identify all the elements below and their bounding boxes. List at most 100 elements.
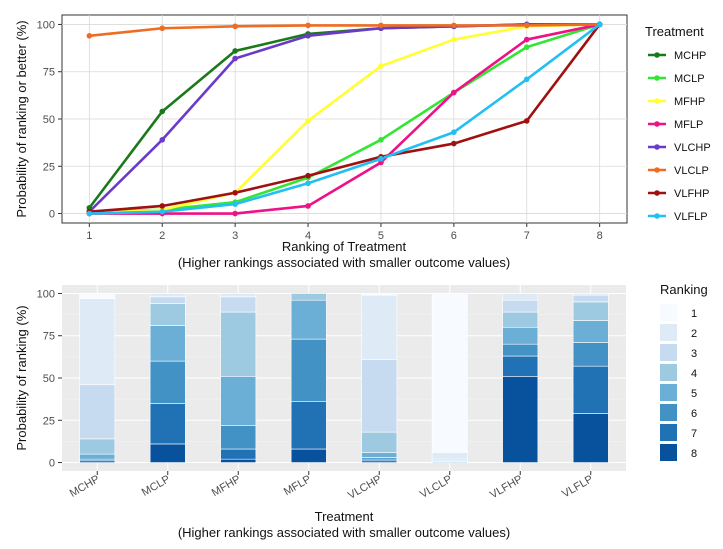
series-point-vlclp [305,22,311,29]
line-chart-x-tick-label: 8 [597,230,603,242]
bar-segment-mchp-rank-1 [79,293,116,299]
bar-segment-mchp-rank-2 [79,298,116,386]
series-line-vlflp [89,23,601,215]
bar-segment-vlflp-rank-7 [572,365,609,414]
line-chart-y-tick-label: 75 [43,67,55,79]
legend-label-mclp: MCLP [674,73,705,85]
series-point-vlflp [523,76,530,83]
series-point-mclp [523,44,530,50]
series-point-vlfhp [305,172,311,179]
bar-segment-mfhp-rank-2 [220,293,257,298]
line-chart-x-ticks: 1 2 3 4 5 6 7 8 [86,223,603,242]
legend-marker-vlchp [654,144,660,150]
legend-marker-mfhp [654,98,660,104]
series-point-vlfhp [451,140,457,147]
series-point-mfhp [451,36,457,43]
legend-marker-mchp [654,52,660,58]
series-point-mchp [232,48,238,54]
series-point-vlflp [305,180,311,187]
line-chart: 0 25 50 75 100 1 2 3 4 5 6 7 8 Probability of ranki… [14,14,711,270]
series-point-vlflp [159,208,166,215]
legend-label-rank-2: 2 [691,328,697,340]
series-line-mflp [89,23,600,215]
line-chart-x-axis-sublabel: (Higher rankings associated with smaller… [178,255,510,270]
bar-segment-mflp-rank-5 [290,299,327,340]
series-point-vlfhp [232,189,238,196]
series-point-mclp [378,137,384,143]
line-chart-x-tick-label: 7 [524,230,530,242]
bar-chart-x-axis-sublabel: (Higher rankings associated with smaller… [178,525,510,540]
bar-chart-x-tick-label: MCHP [68,473,102,500]
line-chart-y-tick-label: 0 [49,209,55,221]
legend-marker-vlflp [654,213,660,219]
line-chart-x-tick-label: 4 [305,230,311,242]
bar-chart-x-axis-label: Treatment [315,509,374,524]
bar-segment-mfhp-rank-8 [220,458,257,463]
bar-segment-vlchp-rank-1 [361,293,398,296]
line-chart-y-tick-label: 50 [43,114,55,126]
legend-label-vlfhp: VLFHP [674,188,709,200]
bar-segment-mclp-rank-4 [149,303,186,326]
legend-label-vlflp: VLFLP [674,211,708,223]
bar-chart-y-tick-label: 75 [43,331,55,343]
bar-segment-mchp-rank-3 [79,384,116,440]
bar-chart-y-tick-label: 25 [43,415,55,427]
bar-segment-mclp-rank-6 [149,360,186,404]
bar-segment-mfhp-rank-6 [220,425,257,450]
bar-segment-vlflp-rank-5 [572,320,609,343]
legend-marker-vlclp [654,167,660,173]
line-chart-y-tick-label: 25 [43,161,55,173]
bar-chart-y-axis-label: Probability of ranking (%) [14,305,29,450]
bar-segment-vlfhp-rank-8 [502,376,539,463]
series-point-vlflp [378,155,384,162]
bar-segment-mclp-rank-5 [149,325,186,362]
bar-segment-vlflp-rank-6 [572,342,609,367]
legend-label-rank-8: 8 [691,448,697,460]
legend-swatch-rank-7 [660,424,677,441]
bar-chart-y-tick-label: 100 [37,288,55,300]
bar-segment-vlflp-rank-3 [572,294,609,303]
bar-segment-mflp-rank-6 [290,338,327,402]
bar-chart-x-tick-label: VLCLP [418,473,454,501]
series-point-mfhp [378,63,384,69]
bar-segment-vlfhp-rank-3 [502,299,539,313]
series-point-vlclp [232,23,238,30]
bar-chart-x-ticks: MCHP MCLP MFHP MFLP VLCHP VLCLP VLFHP VLFLP [68,471,595,502]
line-chart-y-ticks: 0 25 50 75 100 [37,19,62,221]
line-chart-x-tick-label: 6 [451,230,457,242]
series-point-vlclp [523,22,530,29]
line-chart-x-tick-label: 3 [232,230,238,242]
bar-segment-vlfhp-rank-5 [502,326,539,345]
bar-segment-mflp-rank-8 [290,448,327,463]
bar-segment-mfhp-rank-5 [220,376,257,426]
series-point-vlfhp [159,203,166,209]
series-point-mflp [232,210,238,217]
bar-chart-x-tick-label: MFHP [210,473,243,499]
bar-segment-vlclp-rank-2 [431,452,468,460]
bar-segment-vlfhp-rank-4 [502,311,539,328]
line-chart-legend-items: MCHP MCLP MFHP MFLP VLCHP VLCLP VLFHP VLFLP [648,50,711,223]
legend-label-rank-3: 3 [691,348,697,360]
bar-chart-stacks [79,293,609,463]
series-point-mflp [523,36,530,43]
series-point-vlfhp [523,118,530,124]
bar-chart-x-tick-label: MFLP [282,473,313,498]
legend-swatch-rank-6 [660,404,677,421]
line-chart-series [86,21,603,217]
bar-segment-mfhp-rank-7 [220,448,257,460]
series-line-mclp [89,23,601,213]
series-point-vlchp [232,55,238,62]
series-point-vlflp [451,129,457,136]
legend-label-vlclp: VLCLP [674,165,709,177]
legend-label-rank-5: 5 [691,388,697,400]
bar-chart-legend-items: 1 2 3 4 5 6 7 8 [660,304,697,461]
bar-segment-mflp-rank-4 [290,293,327,301]
line-chart-x-tick-label: 2 [159,230,165,242]
legend-marker-mclp [654,75,660,81]
series-point-vlchp [159,137,166,143]
series-point-mflp [305,203,311,209]
legend-swatch-rank-5 [660,384,677,401]
bar-segment-vlclp-rank-1 [431,293,468,453]
